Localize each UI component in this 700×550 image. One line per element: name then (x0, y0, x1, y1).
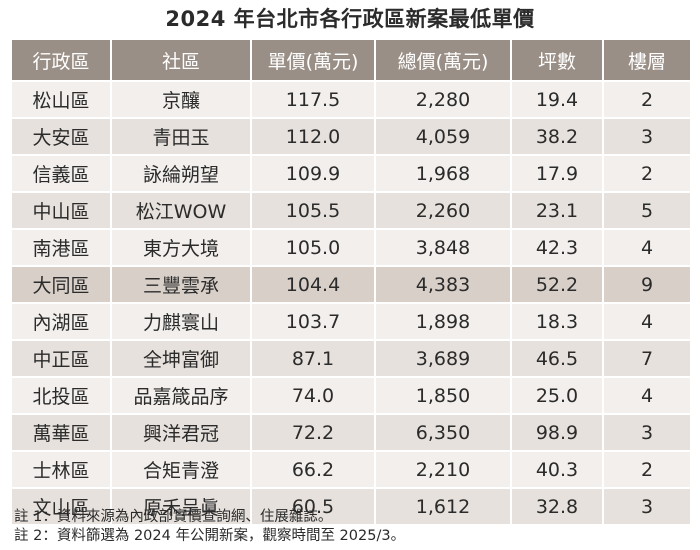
cell-district: 中山區 (12, 192, 112, 230)
footnote-2: 註 2：資料篩選為 2024 年公開新案，觀察時間至 2025/3。 (14, 528, 406, 544)
cell-area: 38.2 (511, 118, 604, 156)
cell-floor: 4 (603, 303, 690, 341)
cell-floor: 3 (603, 488, 690, 526)
cell-unit-price: 60.5 (251, 488, 376, 526)
price-table: 行政區 社區 單價(萬元) 總價(萬元) 坪數 樓層 松山區 京釀 117.5 2,2… (12, 40, 690, 526)
cell-district: 大同區 (12, 266, 112, 304)
cell-total-price: 3,848 (375, 229, 512, 267)
cell-district: 北投區 (12, 377, 112, 415)
cell-community: 東方大境 (111, 229, 252, 267)
table-row: 內湖區 力麒寰山 103.7 1,898 18.3 4 (12, 303, 690, 341)
table-row: 中正區 全坤富御 87.1 3,689 46.5 7 (12, 340, 690, 378)
cell-area: 17.9 (511, 155, 604, 193)
cell-community: 力麒寰山 (111, 303, 252, 341)
cell-unit-price: 72.2 (251, 414, 376, 452)
cell-floor: 2 (603, 155, 690, 193)
cell-district: 萬華區 (12, 414, 112, 452)
header-community: 社區 (111, 40, 252, 82)
cell-floor: 3 (603, 414, 690, 452)
header-unit-price: 單價(萬元) (251, 40, 376, 82)
cell-total-price: 2,260 (375, 192, 512, 230)
cell-total-price: 1,968 (375, 155, 512, 193)
cell-community: 松江WOW (111, 192, 252, 230)
cell-total-price: 6,350 (375, 414, 512, 452)
cell-unit-price: 117.5 (251, 81, 376, 119)
table-row: 松山區 京釀 117.5 2,280 19.4 2 (12, 81, 690, 119)
cell-unit-price: 109.9 (251, 155, 376, 193)
cell-area: 32.8 (511, 488, 604, 526)
cell-total-price: 4,383 (375, 266, 512, 304)
cell-total-price: 4,059 (375, 118, 512, 156)
cell-area: 98.9 (511, 414, 604, 452)
cell-community: 全坤富御 (111, 340, 252, 378)
chart-title: 2024 年台北市各行政區新案最低單價 (165, 7, 535, 31)
table-row: 南港區 東方大境 105.0 3,848 42.3 4 (12, 229, 690, 267)
header-row: 行政區 社區 單價(萬元) 總價(萬元) 坪數 樓層 (12, 40, 690, 82)
table-row: 萬華區 興洋君冠 72.2 6,350 98.9 3 (12, 414, 690, 452)
cell-district: 文山區 (12, 488, 112, 526)
cell-floor: 7 (603, 340, 690, 378)
cell-community: 詠綸朔望 (111, 155, 252, 193)
table-body: 松山區 京釀 117.5 2,280 19.4 2 大安區 青田玉 112.0 4,059 38.2… (12, 81, 690, 526)
cell-floor: 5 (603, 192, 690, 230)
cell-area: 46.5 (511, 340, 604, 378)
footnotes: 註 1：資料來源為內政部實價查詢網、住展雜誌。 註 2：資料篩選為 2024 年… (14, 508, 405, 546)
cell-floor: 3 (603, 118, 690, 156)
cell-community: 青田玉 (111, 118, 252, 156)
cell-unit-price: 103.7 (251, 303, 376, 341)
header-district: 行政區 (12, 40, 112, 82)
cell-area: 19.4 (511, 81, 604, 119)
table-header: 行政區 社區 單價(萬元) 總價(萬元) 坪數 樓層 (12, 40, 690, 82)
cell-total-price: 3,689 (375, 340, 512, 378)
cell-total-price: 1,898 (375, 303, 512, 341)
cell-floor: 2 (603, 81, 690, 119)
table-row: 大同區 三豐雲承 104.4 4,383 52.2 9 (12, 266, 690, 304)
cell-community: 興洋君冠 (111, 414, 252, 452)
cell-area: 40.3 (511, 451, 604, 489)
cell-floor: 2 (603, 451, 690, 489)
cell-unit-price: 104.4 (251, 266, 376, 304)
table-row: 中山區 松江WOW 105.5 2,260 23.1 5 (12, 192, 690, 230)
cell-district: 大安區 (12, 118, 112, 156)
cell-district: 松山區 (12, 81, 112, 119)
table-row: 大安區 青田玉 112.0 4,059 38.2 3 (12, 118, 690, 156)
cell-district: 中正區 (12, 340, 112, 378)
header-total-price: 總價(萬元) (375, 40, 512, 82)
cell-district: 信義區 (12, 155, 112, 193)
cell-community: 原禾呈眞 (111, 488, 252, 526)
table-row: 文山區 原禾呈眞 60.5 1,612 32.8 3 (12, 488, 690, 526)
cell-total-price: 1,850 (375, 377, 512, 415)
footnote-1: 註 1：資料來源為內政部實價查詢網、住展雜誌。 (14, 509, 333, 525)
cell-unit-price: 74.0 (251, 377, 376, 415)
cell-unit-price: 87.1 (251, 340, 376, 378)
cell-district: 內湖區 (12, 303, 112, 341)
price-table-container: 行政區 社區 單價(萬元) 總價(萬元) 坪數 樓層 松山區 京釀 117.5 2,2… (12, 40, 690, 526)
table-row: 士林區 合矩青澄 66.2 2,210 40.3 2 (12, 451, 690, 489)
cell-area: 23.1 (511, 192, 604, 230)
cell-community: 三豐雲承 (111, 266, 252, 304)
cell-unit-price: 66.2 (251, 451, 376, 489)
cell-community: 品嘉箴品序 (111, 377, 252, 415)
cell-total-price: 2,280 (375, 81, 512, 119)
cell-community: 合矩青澄 (111, 451, 252, 489)
cell-floor: 4 (603, 229, 690, 267)
cell-community: 京釀 (111, 81, 252, 119)
header-area: 坪數 (511, 40, 604, 82)
table-row: 北投區 品嘉箴品序 74.0 1,850 25.0 4 (12, 377, 690, 415)
cell-unit-price: 112.0 (251, 118, 376, 156)
cell-floor: 4 (603, 377, 690, 415)
cell-floor: 9 (603, 266, 690, 304)
cell-total-price: 2,210 (375, 451, 512, 489)
cell-area: 18.3 (511, 303, 604, 341)
cell-area: 25.0 (511, 377, 604, 415)
cell-unit-price: 105.0 (251, 229, 376, 267)
cell-district: 南港區 (12, 229, 112, 267)
cell-area: 52.2 (511, 266, 604, 304)
cell-district: 士林區 (12, 451, 112, 489)
cell-unit-price: 105.5 (251, 192, 376, 230)
cell-area: 42.3 (511, 229, 604, 267)
table-row: 信義區 詠綸朔望 109.9 1,968 17.9 2 (12, 155, 690, 193)
cell-total-price: 1,612 (375, 488, 512, 526)
header-floor: 樓層 (603, 40, 690, 82)
